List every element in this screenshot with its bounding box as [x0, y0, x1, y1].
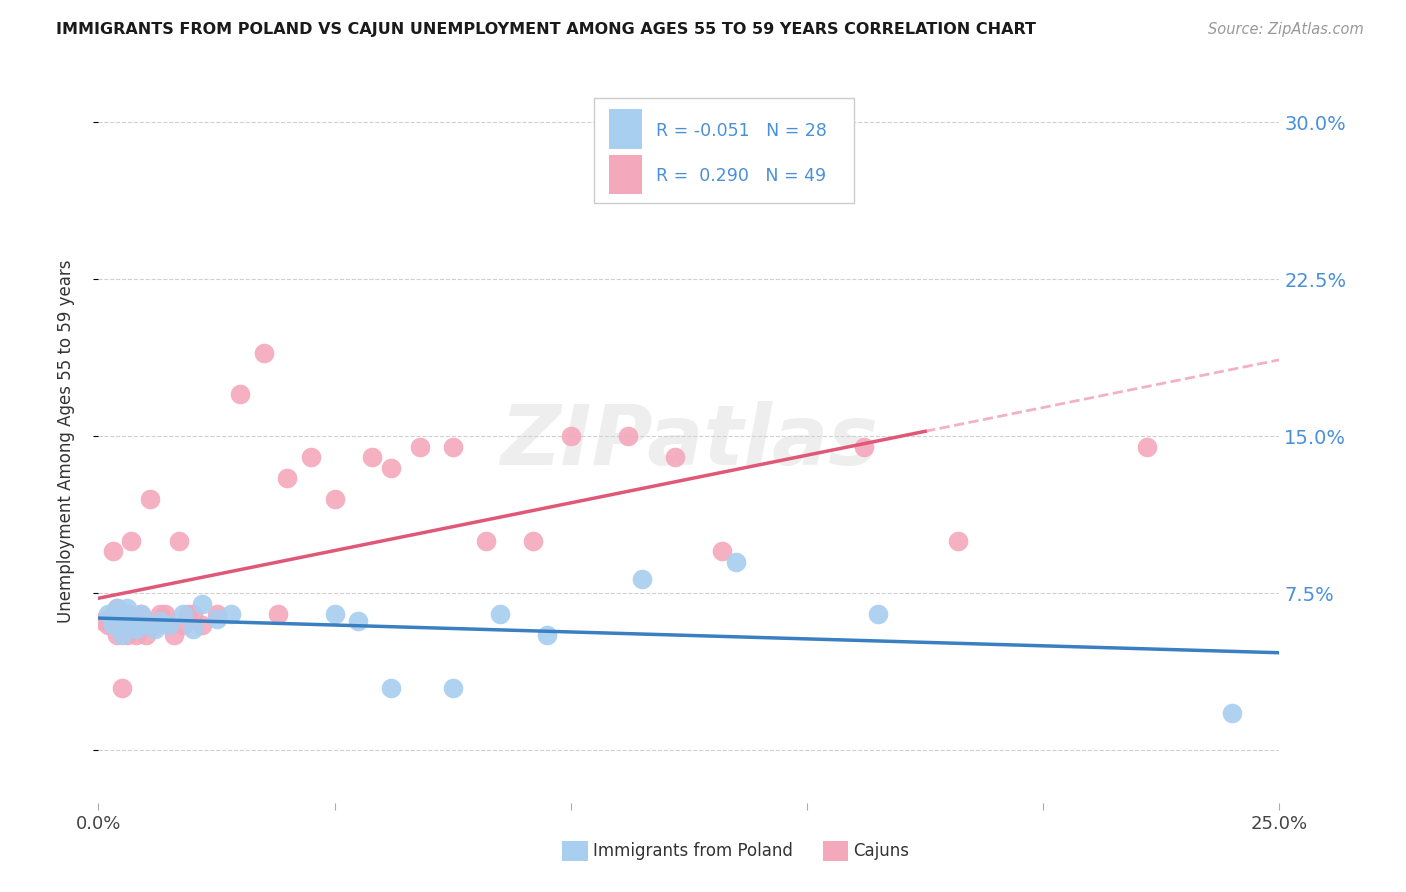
Point: [347, 614, 370, 628]
Point: [143, 617, 166, 632]
Bar: [609, 154, 641, 194]
Point: [115, 601, 138, 615]
Text: R = -0.051   N = 28: R = -0.051 N = 28: [655, 122, 827, 140]
Point: [143, 622, 166, 636]
Point: [630, 572, 652, 586]
Point: [229, 387, 252, 401]
Point: [191, 597, 214, 611]
Point: [149, 614, 172, 628]
Bar: [595, 98, 855, 203]
Point: [111, 681, 134, 695]
Point: [489, 607, 512, 622]
Point: [115, 628, 138, 642]
Point: [101, 607, 124, 622]
Point: [111, 628, 134, 642]
Point: [276, 471, 298, 485]
Point: [191, 617, 214, 632]
Point: [135, 628, 157, 642]
Point: [205, 607, 228, 622]
Text: Immigrants from Poland: Immigrants from Poland: [593, 842, 793, 860]
Point: [1136, 440, 1159, 454]
Point: [408, 440, 430, 454]
Point: [267, 607, 290, 622]
Point: [115, 614, 138, 628]
Point: [153, 607, 176, 622]
Point: [129, 607, 152, 622]
Point: [725, 555, 748, 569]
Point: [475, 534, 498, 549]
Point: [181, 622, 204, 636]
Point: [149, 607, 172, 622]
Point: [253, 345, 276, 359]
Point: [522, 534, 544, 549]
Point: [135, 617, 157, 632]
Text: IMMIGRANTS FROM POLAND VS CAJUN UNEMPLOYMENT AMONG AGES 55 TO 59 YEARS CORRELATI: IMMIGRANTS FROM POLAND VS CAJUN UNEMPLOY…: [56, 22, 1036, 37]
Point: [97, 617, 120, 632]
Point: [163, 628, 186, 642]
Point: [219, 607, 242, 622]
Text: Cajuns: Cajuns: [853, 842, 910, 860]
Y-axis label: Unemployment Among Ages 55 to 59 years: Unemployment Among Ages 55 to 59 years: [56, 260, 75, 624]
Point: [172, 607, 194, 622]
Point: [323, 607, 346, 622]
Bar: [609, 109, 641, 149]
Point: [121, 534, 143, 549]
Point: [101, 544, 124, 558]
Text: ZIPatlas: ZIPatlas: [501, 401, 877, 482]
Point: [121, 617, 143, 632]
Point: [177, 607, 200, 622]
Point: [129, 607, 152, 622]
Point: [105, 628, 128, 642]
Point: [101, 617, 124, 632]
Point: [441, 440, 464, 454]
Point: [664, 450, 686, 465]
Point: [157, 617, 180, 632]
Point: [323, 492, 346, 507]
Point: [97, 607, 120, 622]
Point: [125, 628, 148, 642]
Point: [380, 681, 402, 695]
Point: [121, 622, 143, 636]
Point: [115, 607, 138, 622]
Point: [172, 617, 194, 632]
Point: [616, 429, 638, 443]
Point: [125, 622, 148, 636]
Text: R =  0.290   N = 49: R = 0.290 N = 49: [655, 168, 825, 186]
Point: [380, 460, 402, 475]
Point: [948, 534, 970, 549]
Point: [157, 617, 180, 632]
Text: Source: ZipAtlas.com: Source: ZipAtlas.com: [1208, 22, 1364, 37]
Point: [135, 617, 157, 632]
Point: [536, 628, 558, 642]
Point: [91, 614, 114, 628]
Point: [115, 617, 138, 632]
Point: [105, 601, 128, 615]
Point: [441, 681, 464, 695]
Point: [852, 440, 875, 454]
Point: [105, 601, 128, 615]
Point: [299, 450, 322, 465]
Point: [111, 622, 134, 636]
Point: [361, 450, 384, 465]
Point: [560, 429, 582, 443]
Point: [711, 544, 734, 558]
Point: [105, 607, 128, 622]
Point: [866, 607, 889, 622]
Point: [167, 534, 190, 549]
Point: [1220, 706, 1243, 720]
Point: [205, 611, 228, 625]
Point: [139, 492, 162, 507]
Point: [181, 607, 204, 622]
